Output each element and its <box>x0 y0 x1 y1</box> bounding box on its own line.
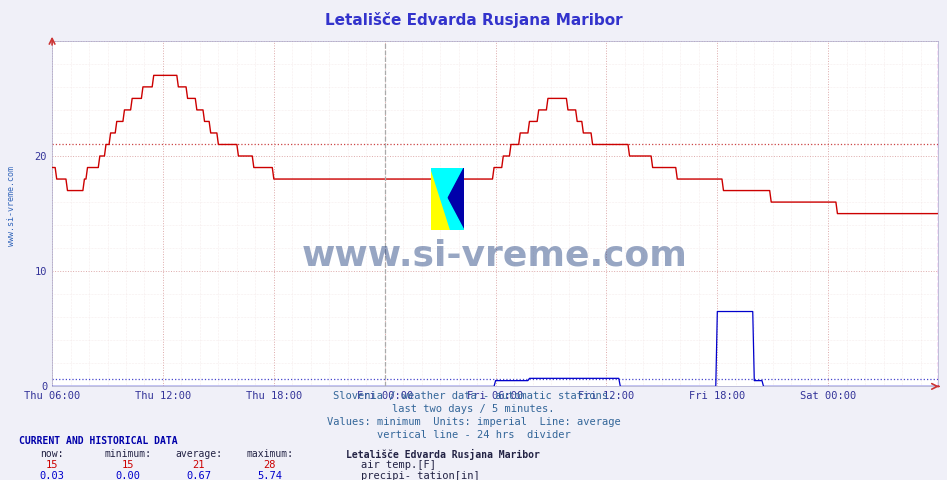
Text: Letališče Edvarda Rusjana Maribor: Letališče Edvarda Rusjana Maribor <box>325 12 622 28</box>
Text: 21: 21 <box>192 460 205 470</box>
Text: 5.74: 5.74 <box>258 471 282 480</box>
Text: average:: average: <box>175 449 223 459</box>
Text: precipi- tation[in]: precipi- tation[in] <box>361 471 479 480</box>
Polygon shape <box>448 168 464 230</box>
Text: now:: now: <box>41 449 63 459</box>
Text: vertical line - 24 hrs  divider: vertical line - 24 hrs divider <box>377 430 570 440</box>
Text: 0.03: 0.03 <box>40 471 64 480</box>
Text: www.si-vreme.com: www.si-vreme.com <box>7 167 16 246</box>
Text: Slovenia / weather data - automatic stations.: Slovenia / weather data - automatic stat… <box>333 391 614 401</box>
Text: 15: 15 <box>121 460 134 470</box>
Text: 0.00: 0.00 <box>116 471 140 480</box>
Text: CURRENT AND HISTORICAL DATA: CURRENT AND HISTORICAL DATA <box>19 436 178 446</box>
Text: 0.67: 0.67 <box>187 471 211 480</box>
Text: 15: 15 <box>45 460 59 470</box>
Text: Values: minimum  Units: imperial  Line: average: Values: minimum Units: imperial Line: av… <box>327 417 620 427</box>
Polygon shape <box>431 168 464 199</box>
Text: last two days / 5 minutes.: last two days / 5 minutes. <box>392 404 555 414</box>
Text: maximum:: maximum: <box>246 449 294 459</box>
Text: Letališče Edvarda Rusjana Maribor: Letališče Edvarda Rusjana Maribor <box>346 449 540 460</box>
Text: air temp.[F]: air temp.[F] <box>361 460 436 470</box>
Text: www.si-vreme.com: www.si-vreme.com <box>302 238 688 272</box>
Polygon shape <box>431 168 464 230</box>
Text: 28: 28 <box>263 460 277 470</box>
Text: minimum:: minimum: <box>104 449 152 459</box>
